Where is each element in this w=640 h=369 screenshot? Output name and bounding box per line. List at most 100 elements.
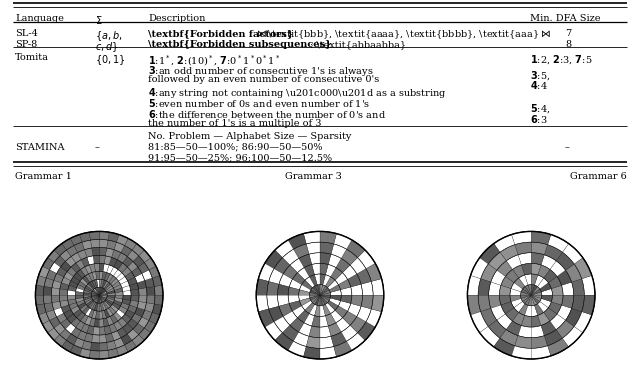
Polygon shape xyxy=(113,300,122,306)
Polygon shape xyxy=(122,314,131,323)
Polygon shape xyxy=(99,319,104,327)
Polygon shape xyxy=(525,285,531,295)
Polygon shape xyxy=(102,280,106,288)
Polygon shape xyxy=(510,295,521,302)
Polygon shape xyxy=(60,300,69,307)
Circle shape xyxy=(256,231,384,359)
Polygon shape xyxy=(138,288,147,295)
Polygon shape xyxy=(328,323,341,336)
Polygon shape xyxy=(77,331,87,341)
Polygon shape xyxy=(525,295,531,305)
Polygon shape xyxy=(267,282,279,295)
Polygon shape xyxy=(138,295,147,303)
Polygon shape xyxy=(88,282,95,290)
Polygon shape xyxy=(323,304,331,316)
Polygon shape xyxy=(320,284,323,295)
Polygon shape xyxy=(111,250,121,260)
Polygon shape xyxy=(541,255,556,269)
Polygon shape xyxy=(320,285,325,295)
Polygon shape xyxy=(342,265,356,279)
Polygon shape xyxy=(288,295,300,303)
Polygon shape xyxy=(83,296,92,300)
Polygon shape xyxy=(111,331,121,341)
Polygon shape xyxy=(110,314,118,324)
Polygon shape xyxy=(304,265,314,277)
Polygon shape xyxy=(76,288,84,293)
Polygon shape xyxy=(107,265,114,274)
Polygon shape xyxy=(69,281,78,288)
Polygon shape xyxy=(538,278,548,289)
Polygon shape xyxy=(538,265,550,278)
Polygon shape xyxy=(289,301,301,311)
Polygon shape xyxy=(531,231,551,245)
Polygon shape xyxy=(127,318,138,329)
Polygon shape xyxy=(105,300,112,307)
Text: Grammar 3: Grammar 3 xyxy=(285,172,342,181)
Polygon shape xyxy=(331,310,342,323)
Polygon shape xyxy=(111,304,118,312)
Polygon shape xyxy=(76,260,84,269)
Polygon shape xyxy=(531,336,548,348)
Polygon shape xyxy=(481,308,497,327)
Polygon shape xyxy=(36,304,46,315)
Polygon shape xyxy=(493,338,515,356)
Polygon shape xyxy=(61,340,74,352)
Polygon shape xyxy=(107,317,114,325)
Polygon shape xyxy=(83,295,92,298)
Polygon shape xyxy=(90,301,95,309)
Polygon shape xyxy=(341,249,358,265)
Polygon shape xyxy=(531,274,538,285)
Polygon shape xyxy=(85,299,93,304)
Polygon shape xyxy=(531,325,545,338)
Polygon shape xyxy=(99,290,106,295)
Polygon shape xyxy=(488,320,506,338)
Polygon shape xyxy=(538,301,548,313)
Polygon shape xyxy=(61,305,71,313)
Polygon shape xyxy=(97,279,99,287)
Polygon shape xyxy=(81,257,90,267)
Polygon shape xyxy=(336,258,350,273)
Polygon shape xyxy=(511,346,531,359)
Polygon shape xyxy=(531,284,534,295)
Polygon shape xyxy=(95,271,99,279)
Polygon shape xyxy=(116,309,125,318)
Polygon shape xyxy=(94,263,99,272)
Polygon shape xyxy=(561,282,573,295)
Polygon shape xyxy=(117,253,127,263)
Polygon shape xyxy=(98,295,99,303)
Polygon shape xyxy=(531,242,548,255)
Polygon shape xyxy=(99,279,102,287)
Polygon shape xyxy=(279,303,292,317)
Polygon shape xyxy=(131,289,139,295)
Polygon shape xyxy=(279,274,292,287)
Polygon shape xyxy=(320,295,328,304)
Polygon shape xyxy=(92,293,99,295)
Polygon shape xyxy=(478,295,491,311)
Polygon shape xyxy=(330,290,341,295)
Polygon shape xyxy=(323,275,331,286)
Polygon shape xyxy=(80,304,88,312)
Polygon shape xyxy=(54,335,67,347)
Polygon shape xyxy=(479,244,500,264)
Polygon shape xyxy=(267,295,279,309)
Polygon shape xyxy=(350,317,366,333)
Polygon shape xyxy=(541,295,552,302)
Polygon shape xyxy=(42,321,54,333)
Polygon shape xyxy=(82,341,92,350)
Polygon shape xyxy=(67,290,76,295)
Polygon shape xyxy=(566,308,582,327)
Text: $\mathbf{4}$:4: $\mathbf{4}$:4 xyxy=(530,79,548,91)
Polygon shape xyxy=(99,255,106,264)
Polygon shape xyxy=(582,276,595,295)
Polygon shape xyxy=(42,258,54,270)
Polygon shape xyxy=(528,295,531,306)
Polygon shape xyxy=(84,288,92,293)
Polygon shape xyxy=(61,261,71,272)
Polygon shape xyxy=(52,280,61,289)
Polygon shape xyxy=(94,303,98,311)
Polygon shape xyxy=(60,289,68,295)
Polygon shape xyxy=(92,295,99,300)
Polygon shape xyxy=(548,338,569,356)
Polygon shape xyxy=(320,274,326,285)
Polygon shape xyxy=(129,300,138,307)
